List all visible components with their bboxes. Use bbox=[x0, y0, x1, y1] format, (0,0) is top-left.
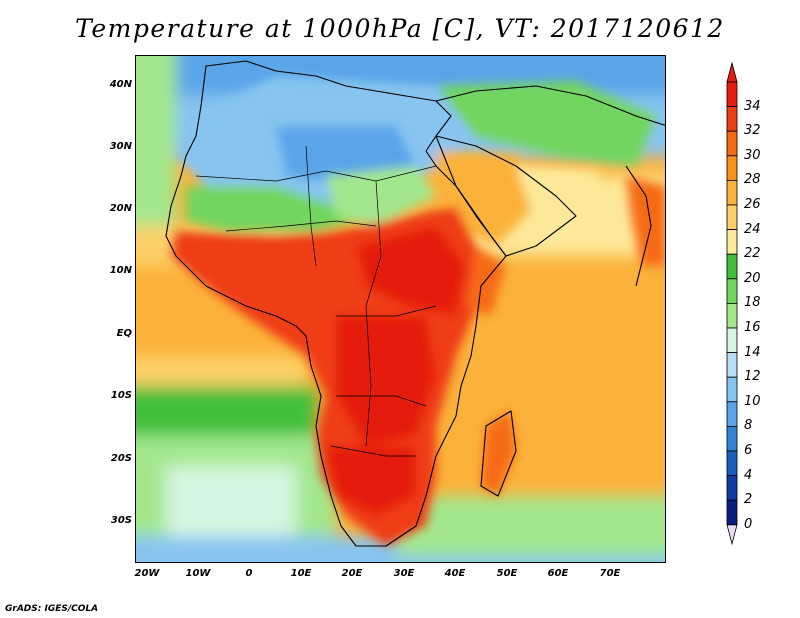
horn-orange bbox=[466, 246, 506, 316]
asia-coastline bbox=[435, 85, 665, 126]
africa-coastline bbox=[165, 60, 507, 547]
colorbar-segment bbox=[726, 401, 738, 427]
colorbar-label: 0 bbox=[744, 516, 753, 532]
border-4 bbox=[365, 180, 382, 307]
colorbar-segment bbox=[726, 81, 738, 108]
coastlines bbox=[165, 60, 665, 547]
atlantic-west-green bbox=[136, 56, 176, 256]
indian-orange bbox=[516, 326, 665, 486]
colorbar-segment bbox=[726, 450, 738, 477]
border-1 bbox=[195, 165, 437, 182]
border-3 bbox=[305, 145, 317, 267]
colorbar-label: 10 bbox=[744, 393, 761, 409]
lat-label-30s: 30S bbox=[110, 515, 132, 526]
lon-label-50e: 50E bbox=[496, 568, 518, 579]
lat-label-eq: EQ bbox=[116, 328, 132, 339]
colorbar-under-triangle bbox=[726, 524, 738, 546]
country-borders bbox=[195, 145, 437, 457]
lon-label-60e: 60E bbox=[547, 568, 569, 579]
colorbar-segment bbox=[726, 204, 738, 231]
colorbar-segment bbox=[726, 302, 738, 329]
border-7 bbox=[330, 445, 416, 457]
colorbar-segment bbox=[726, 106, 738, 132]
temperature-field bbox=[136, 56, 665, 562]
grads-credit: GrADS: IGES/COLA bbox=[5, 604, 99, 614]
colorbar-segment bbox=[726, 499, 738, 526]
colorbar-label: 18 bbox=[744, 295, 761, 311]
colorbar-label: 34 bbox=[744, 98, 761, 114]
colorbar-label: 14 bbox=[744, 344, 761, 360]
madagascar-coastline bbox=[480, 410, 517, 497]
colorbar-label: 6 bbox=[744, 443, 753, 458]
colorbar-segment bbox=[726, 425, 738, 452]
south-indian-green bbox=[396, 496, 665, 556]
border-8 bbox=[365, 305, 372, 447]
colorbar-label: 28 bbox=[744, 172, 761, 188]
colorbar-segment bbox=[726, 229, 738, 255]
border-6 bbox=[336, 395, 427, 407]
sahel-green bbox=[186, 186, 376, 231]
map-title: Temperature at 1000hPa [C], VT: 20171206… bbox=[75, 14, 725, 43]
colorbar-segment bbox=[726, 352, 738, 378]
libya-green bbox=[326, 166, 436, 226]
arabia-coastline bbox=[435, 135, 577, 257]
lat-label-10s: 10S bbox=[110, 390, 132, 401]
lon-label-70e: 70E bbox=[599, 568, 621, 579]
arabia-pale bbox=[516, 166, 606, 226]
colorbar-label: 16 bbox=[744, 320, 761, 335]
india-hot bbox=[626, 176, 665, 266]
colorbar-label: 32 bbox=[744, 123, 761, 139]
border-5 bbox=[336, 305, 437, 317]
colorbar-over-triangle bbox=[726, 61, 738, 83]
colorbar-label: 8 bbox=[744, 418, 753, 434]
colorbar-label: 26 bbox=[744, 197, 761, 212]
madagascar bbox=[481, 411, 516, 496]
colorbar bbox=[726, 61, 738, 546]
lat-label-20n: 20N bbox=[109, 203, 132, 214]
lat-label-30n: 30N bbox=[109, 141, 132, 152]
colorbar-label: 2 bbox=[744, 492, 753, 508]
lat-label-20s: 20S bbox=[110, 453, 132, 464]
colorbar-label: 4 bbox=[744, 467, 753, 483]
lon-label-0: 0 bbox=[245, 568, 253, 579]
colorbar-segment bbox=[726, 327, 738, 354]
lon-label-20w: 20W bbox=[134, 568, 160, 579]
colorbar-label: 12 bbox=[744, 369, 761, 385]
colorbar-segment bbox=[726, 155, 738, 181]
colorbar-segment bbox=[726, 130, 738, 157]
temperature-map bbox=[135, 55, 666, 563]
colorbar-label: 22 bbox=[744, 246, 761, 262]
colorbar-segment bbox=[726, 475, 738, 501]
lon-label-40e: 40E bbox=[444, 568, 466, 579]
colorbar-label: 20 bbox=[744, 270, 761, 286]
india-coastline bbox=[625, 165, 652, 287]
lat-label-40n: 40N bbox=[109, 79, 132, 90]
lon-label-20e: 20E bbox=[341, 568, 363, 579]
lat-label-10n: 10N bbox=[109, 265, 132, 276]
sudan-hottest bbox=[356, 226, 466, 316]
colorbar-segment bbox=[726, 180, 738, 206]
congo-hottest bbox=[336, 316, 436, 446]
colorbar-label: 30 bbox=[744, 147, 761, 163]
colorbar-segment bbox=[726, 376, 738, 403]
colorbar-label: 24 bbox=[744, 221, 761, 237]
lon-label-30e: 30E bbox=[393, 568, 415, 579]
lon-label-10w: 10W bbox=[185, 568, 211, 579]
southern-africa-hottest bbox=[326, 446, 416, 516]
lon-label-10e: 10E bbox=[290, 568, 312, 579]
colorbar-segment bbox=[726, 253, 738, 280]
colorbar-segment bbox=[726, 278, 738, 304]
